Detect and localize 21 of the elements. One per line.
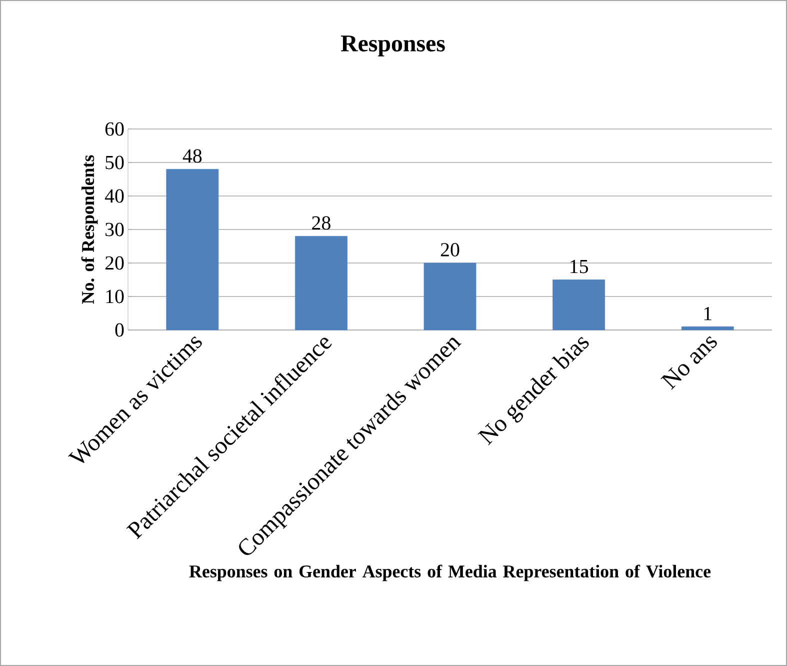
y-tick-label: 60 <box>105 122 124 136</box>
x-tick-label: No ans <box>660 336 717 390</box>
y-tick-label: 0 <box>115 323 124 337</box>
data-label: 15 <box>570 260 588 274</box>
bar <box>295 236 348 330</box>
y-tick-label: 50 <box>106 156 124 170</box>
data-label: 1 <box>704 306 712 320</box>
y-axis-title: No. of Respondents <box>81 155 98 304</box>
chart-title: Responses <box>340 36 445 56</box>
data-label: 28 <box>312 216 330 230</box>
y-tick-label: 10 <box>106 290 124 304</box>
bar <box>552 280 606 330</box>
bar <box>424 262 476 330</box>
bar <box>681 326 734 330</box>
y-tick-label: 30 <box>106 222 124 236</box>
x-axis-title: Responses on Gender Aspects of Media Representation of Violence <box>189 564 711 582</box>
bar <box>166 168 219 330</box>
data-label: 48 <box>182 149 202 163</box>
y-tick-label: 40 <box>104 189 124 203</box>
data-label: 20 <box>440 243 460 256</box>
y-tick-label: 20 <box>105 256 124 270</box>
